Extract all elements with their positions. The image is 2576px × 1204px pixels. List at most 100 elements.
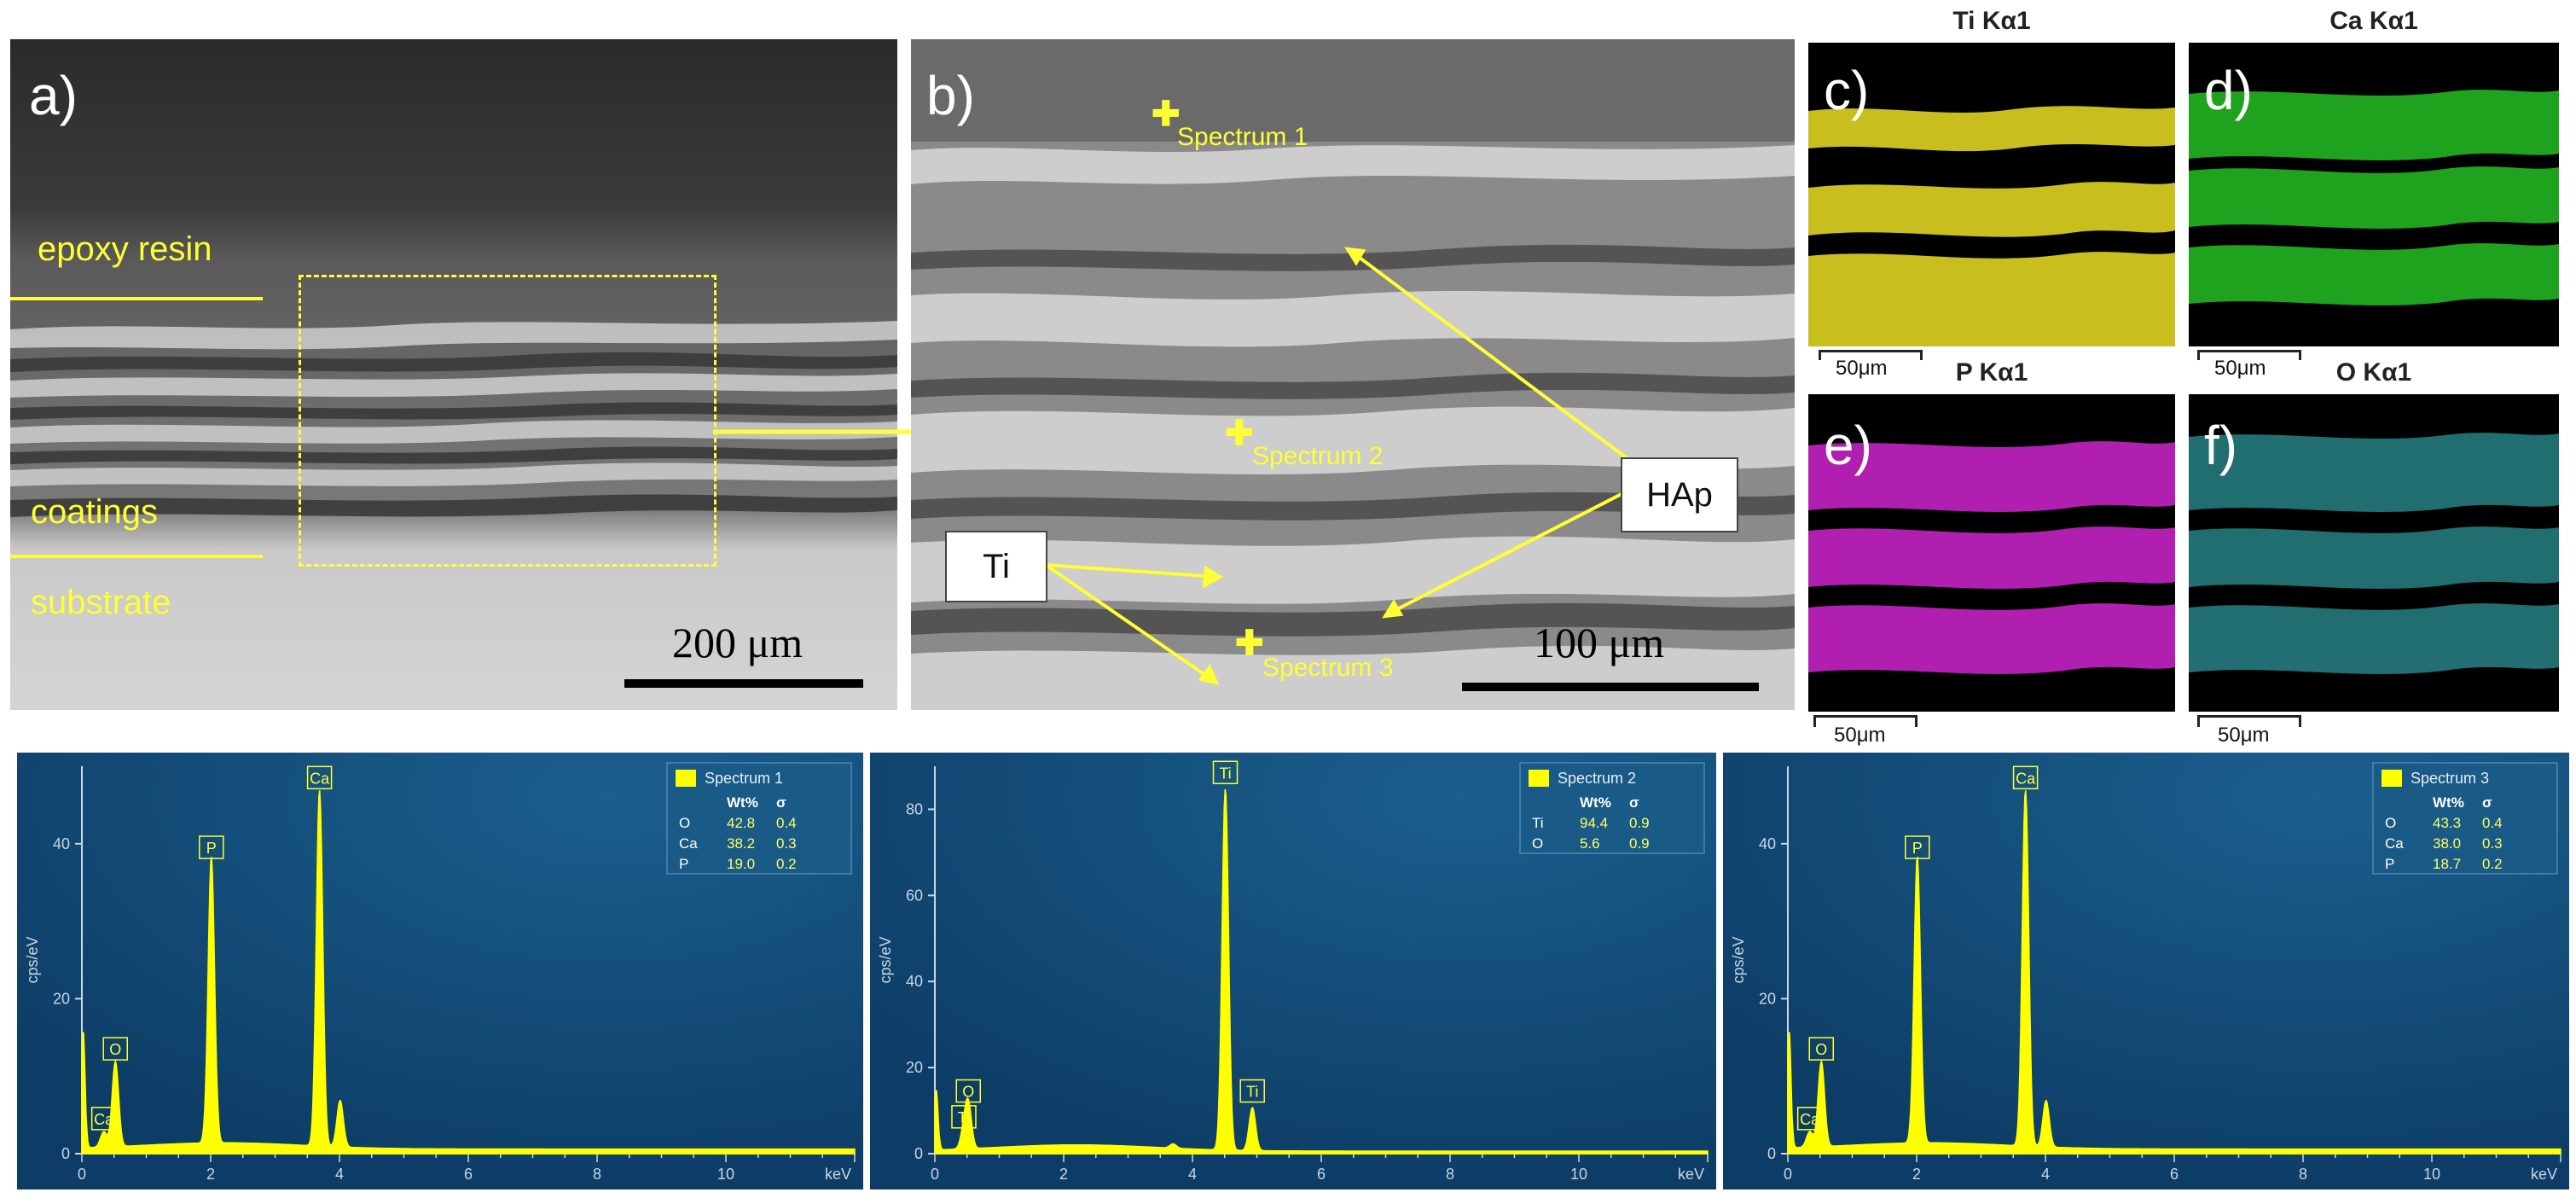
x-tick-label: 2 — [206, 1166, 215, 1183]
legend-cell: 0.9 — [1629, 815, 1650, 831]
spectrum-legend: Spectrum 1 Wt% σ O 42.8 0.4 Ca 38.2 0.3 P 19.0 0.2 — [666, 762, 852, 875]
legend-cell: Ti — [1532, 815, 1544, 831]
y-axis-label: cps/eV — [877, 936, 894, 983]
x-axis-label: keV — [825, 1166, 851, 1183]
edx-spectrum-1: 0 20 40 0 2 4 6 8 10 keV cps/eV Ca O P Ca Spectrum 1 Wt%… — [17, 753, 863, 1189]
map-scalebar-f — [2197, 715, 2301, 727]
svg-text:Ca: Ca — [94, 1111, 114, 1128]
line-epoxy-boundary — [10, 297, 263, 300]
peak-label: Ca — [90, 1107, 117, 1131]
map-scale-text-c: 50μm — [1836, 357, 1888, 380]
scale-text-b: 100 μm — [1534, 619, 1665, 666]
map-scale-text-e: 50μm — [1834, 724, 1886, 747]
label-substrate: substrate — [31, 584, 171, 621]
panel-label-b: b) — [926, 65, 975, 126]
legend-cell: P — [2385, 856, 2394, 872]
legend-series-name: Spectrum 2 — [1558, 770, 1636, 787]
x-tick-label: 2 — [1912, 1166, 1921, 1183]
legend-cell: 94.4 — [1580, 815, 1608, 831]
sem-image-a: a) epoxy resin coatings substrate 200 μm — [10, 39, 897, 710]
legend-cell: 38.0 — [2433, 835, 2461, 852]
spectrum-trace — [81, 790, 856, 1155]
y-tick-label: 0 — [914, 1145, 923, 1162]
legend-header: Wt% — [2433, 794, 2464, 811]
legend-header: Wt% — [1580, 794, 1611, 811]
spectrum-2-marker-icon: ✚ — [1225, 415, 1254, 452]
sem-image-b: b) ✚ Spectrum 1 ✚ Spectrum 2 ✚ Spectrum … — [911, 39, 1795, 710]
roi-dashed-box — [299, 275, 717, 567]
legend-cell: 38.2 — [727, 835, 755, 852]
y-tick-label: 60 — [906, 887, 923, 904]
map-title-d: Ca Kα1 — [2329, 7, 2418, 35]
x-axis-label: keV — [1678, 1166, 1704, 1183]
svg-text:Ca: Ca — [310, 770, 330, 787]
spectrum-2-label: Spectrum 2 — [1252, 442, 1384, 470]
legend-cell: O — [1532, 835, 1543, 852]
spectrum-3-marker-icon: ✚ — [1235, 625, 1264, 662]
map-f-drawing — [2189, 433, 2559, 674]
legend-cell: Ca — [2385, 835, 2404, 852]
legend-cell: 0.3 — [776, 835, 797, 852]
eds-map-f: f) — [2189, 394, 2559, 712]
x-tick-label: 4 — [335, 1166, 344, 1183]
legend-cell: O — [2385, 815, 2396, 831]
x-tick-label: 8 — [1446, 1166, 1454, 1183]
spectrum-legend: Spectrum 3 Wt% σ O 43.3 0.4 Ca 38.0 0.3 P 18.7 0.2 — [2372, 762, 2558, 875]
y-axis-label: cps/eV — [1730, 936, 1747, 983]
legend-series-name: Spectrum 1 — [705, 770, 783, 787]
sem-micrograph-b — [911, 39, 1795, 710]
peak-label: Ti — [951, 1105, 977, 1129]
sem-micrograph-a — [10, 39, 897, 710]
legend-cell: 18.7 — [2433, 856, 2461, 872]
svg-text:O: O — [1815, 1041, 1827, 1058]
y-tick-label: 40 — [53, 835, 70, 852]
label-coatings: coatings — [31, 493, 158, 531]
peak-label: O — [1808, 1037, 1835, 1061]
x-axis-label: keV — [2531, 1166, 2557, 1183]
map-e-drawing — [1808, 441, 2175, 674]
x-tick-label: 6 — [1317, 1166, 1326, 1183]
legend-header: σ — [2482, 794, 2492, 811]
legend-series-name: Spectrum 3 — [2411, 770, 2489, 787]
edx-spectrum-2: 0 20 40 60 80 0 2 4 6 8 10 keV cps/eV Ti O Ti Ti Spectrum… — [870, 753, 1716, 1189]
svg-text:O: O — [109, 1041, 121, 1058]
legend-cell: 0.9 — [1629, 835, 1650, 852]
hap-label-box: HAp — [1621, 457, 1738, 532]
map-scale-text-f: 50μm — [2218, 724, 2270, 747]
x-tick-label: 4 — [2041, 1166, 2050, 1183]
svg-text:P: P — [206, 840, 217, 857]
map-scalebar-e — [1813, 715, 1917, 727]
y-tick-label: 80 — [906, 800, 923, 817]
y-tick-label: 40 — [906, 973, 923, 990]
y-tick-label: 20 — [1759, 990, 1776, 1007]
map-title-f: O Kα1 — [2335, 358, 2412, 387]
peak-label: Ca — [306, 765, 333, 790]
map-d-drawing — [2189, 90, 2559, 305]
line-substrate-boundary — [10, 555, 263, 558]
svg-text:Ca: Ca — [2016, 770, 2036, 787]
y-tick-label: 40 — [1759, 835, 1776, 852]
x-tick-label: 8 — [2299, 1166, 2307, 1183]
legend-cell: O — [679, 815, 690, 831]
x-tick-label: 0 — [931, 1166, 939, 1183]
legend-cell: 43.3 — [2433, 815, 2461, 831]
svg-text:O: O — [962, 1084, 974, 1101]
map-c-drawing — [1808, 106, 2175, 346]
y-tick-label: 0 — [1767, 1145, 1776, 1162]
panel-label-e: e) — [1824, 415, 1872, 476]
svg-text:Ti: Ti — [1246, 1084, 1258, 1101]
legend-cell: 0.2 — [2482, 856, 2503, 872]
ti-label-box: Ti — [945, 531, 1047, 602]
legend-cell: 5.6 — [1580, 835, 1600, 852]
legend-cell: Ca — [679, 835, 698, 852]
x-tick-label: 10 — [717, 1166, 734, 1183]
spectrum-3-label: Spectrum 3 — [1262, 654, 1394, 682]
y-tick-label: 20 — [906, 1059, 923, 1076]
spectrum-trace — [1787, 790, 2561, 1155]
map-title-c: Ti Kα1 — [1952, 7, 2031, 35]
map-scalebar-d — [2197, 350, 2301, 360]
map-title-e: P Kα1 — [1955, 358, 2028, 387]
x-tick-label: 4 — [1188, 1166, 1197, 1183]
legend-cell: 19.0 — [727, 856, 755, 872]
